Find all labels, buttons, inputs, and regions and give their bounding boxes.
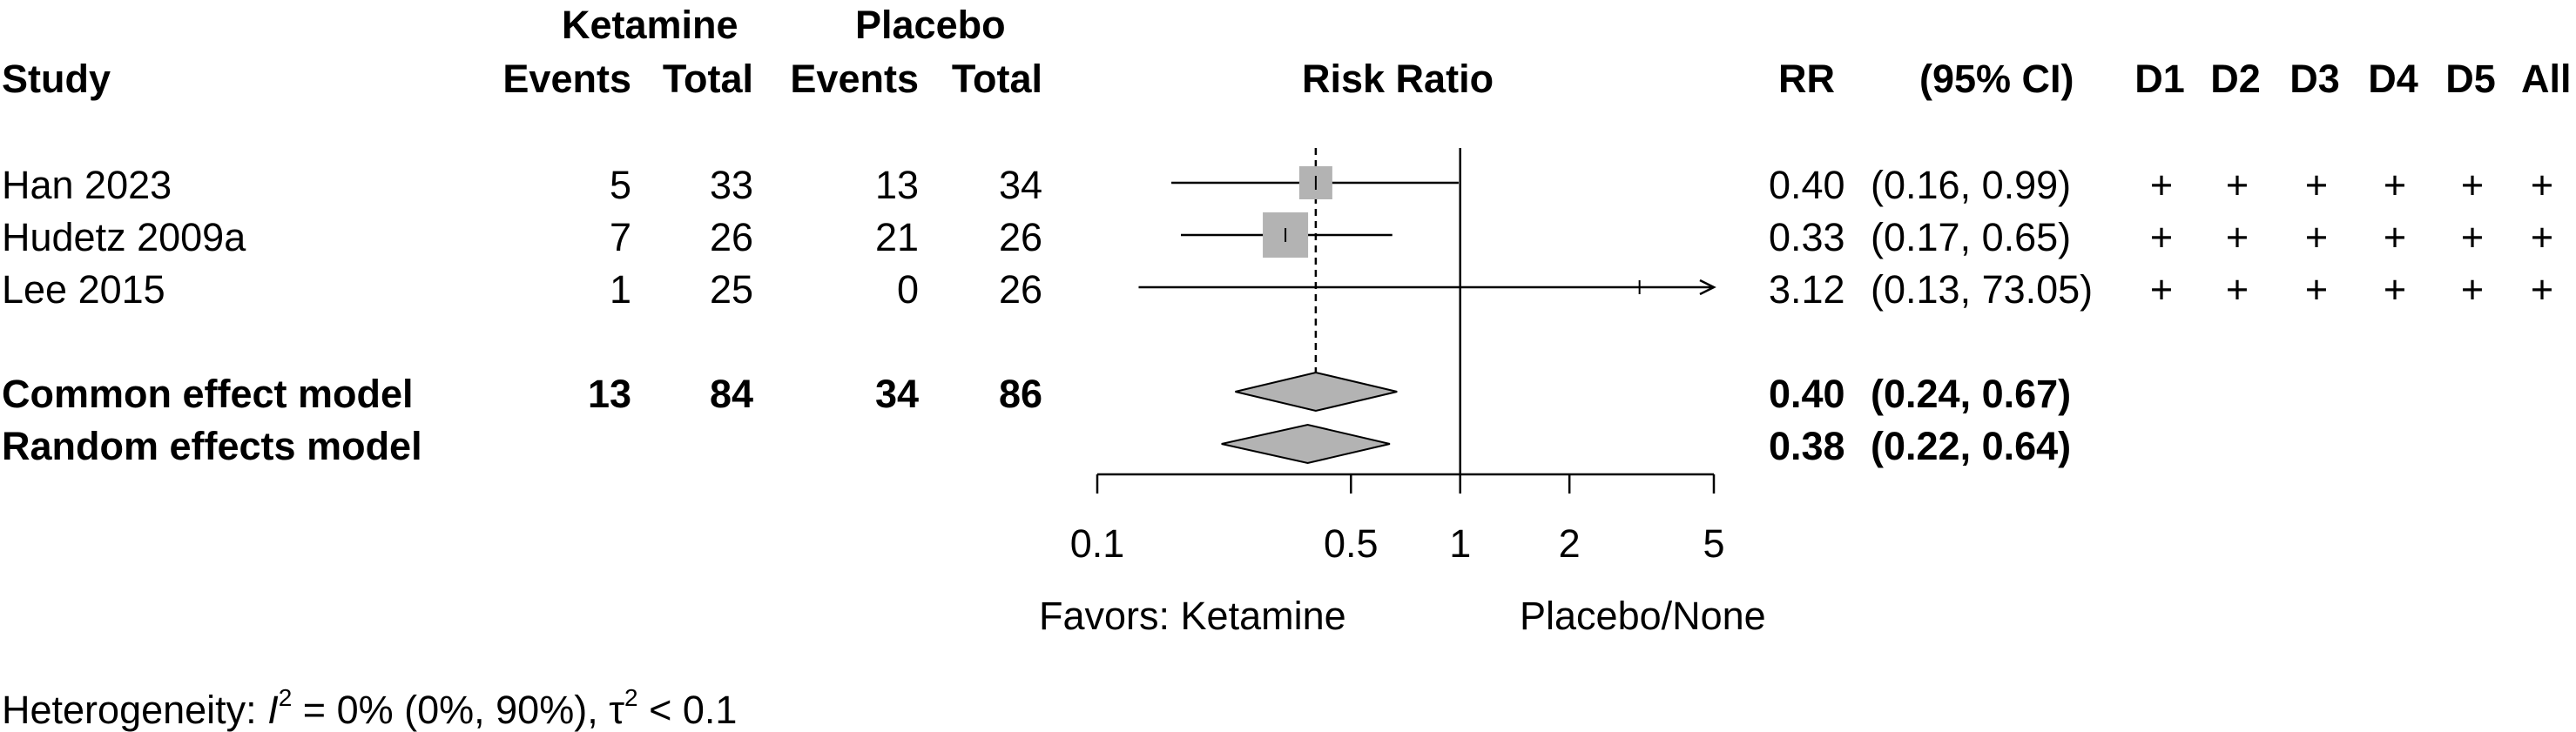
rob-mark: +	[2383, 163, 2407, 207]
random-ci: (0.22, 0.64)	[1871, 424, 2072, 468]
x-tick-label: 2	[1559, 521, 1581, 566]
rob-mark: +	[2460, 163, 2485, 207]
ketamine-events: 7	[609, 215, 631, 259]
rob-d5-header: D5	[2445, 57, 2496, 101]
placebo-events-header: Events	[790, 57, 919, 101]
ci-value: (0.13, 73.05)	[1871, 267, 2094, 312]
x-tick-label: 1	[1449, 521, 1471, 566]
common-ci: (0.24, 0.67)	[1871, 372, 2072, 416]
rob-d4-header: D4	[2368, 57, 2418, 101]
x-tick-label: 5	[1703, 521, 1724, 566]
rob-mark: +	[2460, 215, 2485, 259]
ketamine-events: 5	[609, 163, 631, 207]
ci-header: (95% CI)	[1919, 57, 2074, 101]
common-ketamine-total: 84	[709, 372, 753, 416]
rob-mark: +	[2225, 267, 2249, 312]
placebo-events: 13	[874, 163, 919, 207]
rob-mark: +	[2149, 267, 2174, 312]
study-column-header: Study	[2, 57, 111, 101]
rob-d2-header: D2	[2210, 57, 2261, 101]
ketamine-total: 25	[709, 267, 753, 312]
random-effects-label: Random effects model	[2, 424, 422, 468]
placebo-total-header: Total	[951, 57, 1042, 101]
placebo-events: 0	[896, 267, 919, 312]
heterogeneity-text: Heterogeneity: I2 = 0% (0%, 90%), τ2 < 0…	[2, 684, 738, 732]
rob-mark: +	[2530, 163, 2554, 207]
common-placebo-events: 34	[874, 372, 919, 416]
rob-mark: +	[2304, 215, 2329, 259]
favors-left-label: Favors: Ketamine	[1039, 594, 1346, 638]
ci-value: (0.17, 0.65)	[1871, 215, 2072, 259]
rob-mark: +	[2149, 163, 2174, 207]
common-rr: 0.40	[1769, 372, 1845, 416]
study-name: Han 2023	[2, 163, 172, 207]
ketamine-group-header: Ketamine	[562, 3, 738, 47]
rob-mark: +	[2383, 215, 2407, 259]
x-tick-label: 0.1	[1070, 521, 1125, 566]
ci-value: (0.16, 0.99)	[1871, 163, 2072, 207]
placebo-total: 26	[998, 267, 1042, 312]
rob-mark: +	[2225, 215, 2249, 259]
placebo-total: 34	[998, 163, 1042, 207]
common-effect-diamond	[1235, 371, 1398, 413]
rob-d1-header: D1	[2134, 57, 2185, 101]
rob-mark: +	[2149, 215, 2174, 259]
rob-mark: +	[2304, 267, 2329, 312]
rob-d3-header: D3	[2289, 57, 2340, 101]
placebo-events: 21	[874, 215, 919, 259]
placebo-group-header: Placebo	[855, 3, 1006, 47]
rob-mark: +	[2530, 267, 2554, 312]
study-name: Hudetz 2009a	[2, 215, 246, 259]
random-effects-diamond	[1221, 423, 1391, 465]
rr-value: 0.40	[1769, 163, 1845, 207]
common-placebo-total: 86	[998, 372, 1042, 416]
common-ketamine-events: 13	[587, 372, 631, 416]
random-rr: 0.38	[1769, 424, 1845, 468]
rob-mark: +	[2225, 163, 2249, 207]
rr-value: 0.33	[1769, 215, 1845, 259]
rob-mark: +	[2304, 163, 2329, 207]
common-effect-label: Common effect model	[2, 372, 414, 416]
ketamine-events: 1	[609, 267, 631, 312]
study-name: Lee 2015	[2, 267, 165, 312]
placebo-total: 26	[998, 215, 1042, 259]
rr-header: RR	[1778, 57, 1835, 101]
ketamine-total-header: Total	[662, 57, 753, 101]
rob-mark: +	[2460, 267, 2485, 312]
rob-all-header: All	[2521, 57, 2572, 101]
rob-mark: +	[2383, 267, 2407, 312]
rob-mark: +	[2530, 215, 2554, 259]
ketamine-events-header: Events	[502, 57, 631, 101]
risk-ratio-header: Risk Ratio	[1302, 57, 1494, 101]
x-tick-label: 0.5	[1324, 521, 1379, 566]
rr-value: 3.12	[1769, 267, 1845, 312]
favors-right-label: Placebo/None	[1520, 594, 1766, 638]
ketamine-total: 33	[709, 163, 753, 207]
ketamine-total: 26	[709, 215, 753, 259]
ci-arrow	[1699, 279, 1716, 296]
